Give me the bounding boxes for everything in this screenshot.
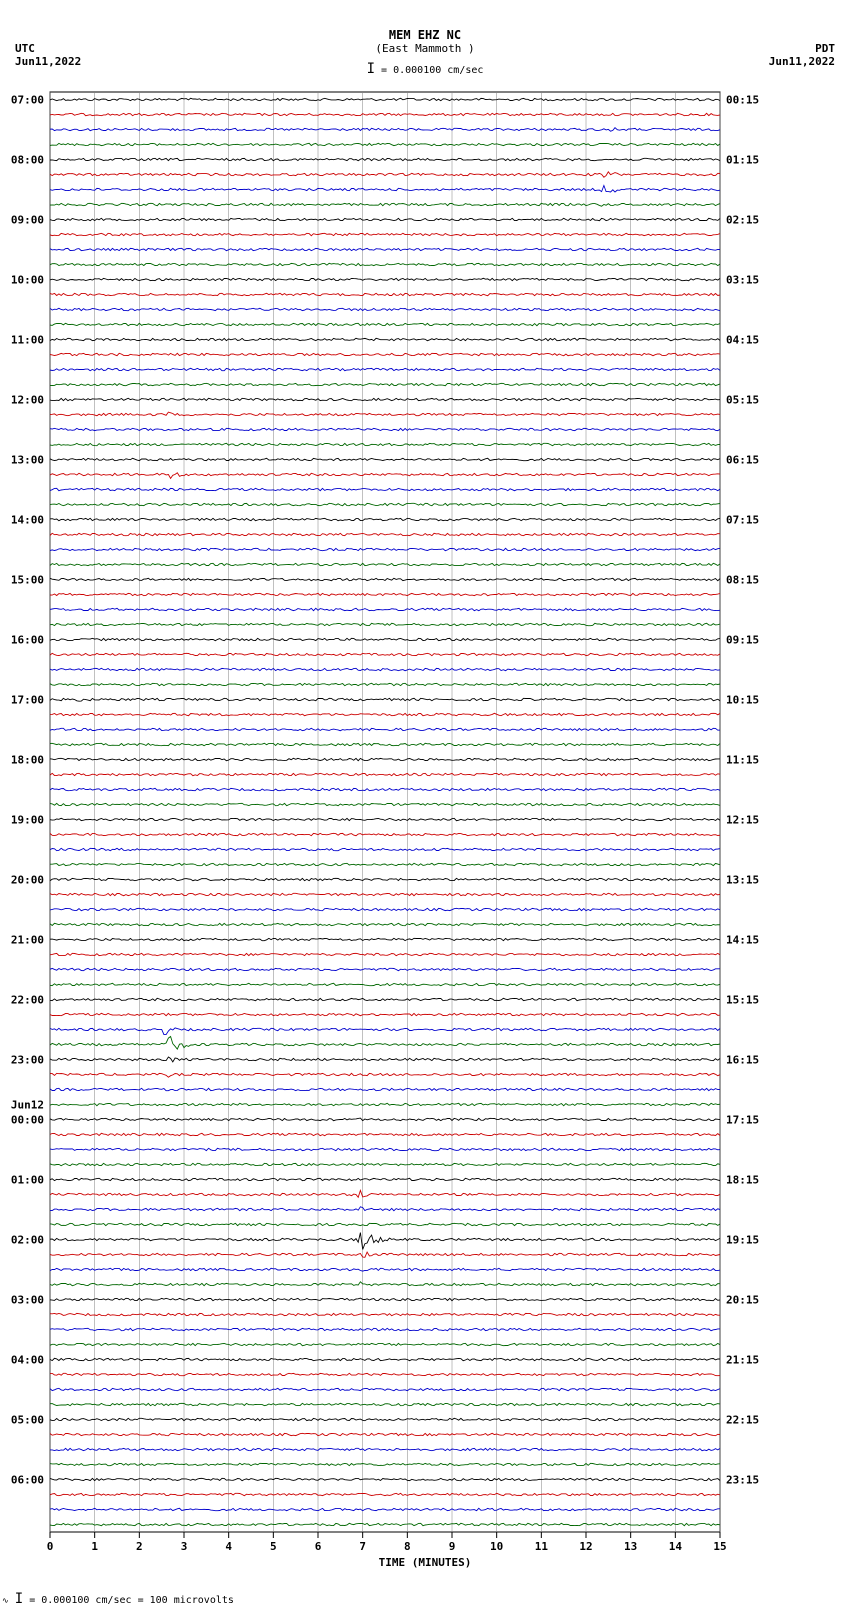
station-title: MEM EHZ NC [0,0,850,42]
svg-text:03:15: 03:15 [726,274,759,287]
left-tz: UTC [15,42,81,55]
svg-text:08:15: 08:15 [726,574,759,587]
svg-text:10: 10 [490,1540,503,1553]
svg-text:09:00: 09:00 [11,214,44,227]
svg-text:15:15: 15:15 [726,994,759,1007]
svg-text:07:00: 07:00 [11,94,44,107]
svg-text:4: 4 [225,1540,232,1553]
right-tz: PDT [769,42,835,55]
svg-text:04:15: 04:15 [726,334,759,347]
seismogram-container: MEM EHZ NC (East Mammoth ) I = 0.000100 … [0,0,850,1613]
svg-text:01:15: 01:15 [726,154,759,167]
svg-text:3: 3 [181,1540,188,1553]
svg-text:13:15: 13:15 [726,874,759,887]
svg-text:15:00: 15:00 [11,574,44,587]
svg-text:20:00: 20:00 [11,874,44,887]
svg-text:19:15: 19:15 [726,1234,759,1247]
svg-text:10:15: 10:15 [726,694,759,707]
svg-text:00:15: 00:15 [726,94,759,107]
svg-text:13: 13 [624,1540,637,1553]
svg-text:19:00: 19:00 [11,814,44,827]
svg-text:14: 14 [669,1540,683,1553]
svg-text:17:00: 17:00 [11,694,44,707]
svg-text:22:15: 22:15 [726,1414,759,1427]
svg-text:6: 6 [315,1540,322,1553]
svg-text:7: 7 [359,1540,366,1553]
svg-text:17:15: 17:15 [726,1114,759,1127]
svg-text:21:15: 21:15 [726,1354,759,1367]
right-timezone-block: PDT Jun11,2022 [769,42,835,68]
svg-text:23:15: 23:15 [726,1474,759,1487]
svg-text:12:15: 12:15 [726,814,759,827]
svg-text:02:15: 02:15 [726,214,759,227]
svg-text:15: 15 [713,1540,726,1553]
svg-text:12: 12 [579,1540,592,1553]
svg-text:9: 9 [449,1540,456,1553]
svg-text:01:00: 01:00 [11,1174,44,1187]
svg-text:12:00: 12:00 [11,394,44,407]
svg-text:05:00: 05:00 [11,1414,44,1427]
left-date: Jun11,2022 [15,55,81,68]
svg-text:21:00: 21:00 [11,934,44,947]
svg-text:Jun12: Jun12 [11,1099,44,1112]
svg-text:5: 5 [270,1540,277,1553]
svg-text:2: 2 [136,1540,143,1553]
svg-text:22:00: 22:00 [11,994,44,1007]
svg-text:16:00: 16:00 [11,634,44,647]
svg-text:18:00: 18:00 [11,754,44,767]
station-location: (East Mammoth ) [0,42,850,55]
svg-text:06:15: 06:15 [726,454,759,467]
svg-text:04:00: 04:00 [11,1354,44,1367]
svg-text:11:15: 11:15 [726,754,759,767]
plot-area: 012345678910111213141507:0008:0009:0010:… [50,88,720,1543]
svg-text:08:00: 08:00 [11,154,44,167]
svg-text:14:15: 14:15 [726,934,759,947]
svg-text:8: 8 [404,1540,411,1553]
svg-text:23:00: 23:00 [11,1054,44,1067]
x-axis-label: TIME (MINUTES) [0,1556,850,1569]
svg-text:00:00: 00:00 [11,1114,44,1127]
svg-text:11: 11 [535,1540,549,1553]
svg-text:10:00: 10:00 [11,274,44,287]
svg-text:09:15: 09:15 [726,634,759,647]
svg-text:1: 1 [91,1540,98,1553]
svg-text:13:00: 13:00 [11,454,44,467]
svg-text:18:15: 18:15 [726,1174,759,1187]
svg-text:05:15: 05:15 [726,394,759,407]
footer-scale: ∿ I = 0.000100 cm/sec = 100 microvolts [2,1591,234,1607]
svg-text:07:15: 07:15 [726,514,759,527]
svg-text:0: 0 [47,1540,54,1553]
svg-text:03:00: 03:00 [11,1294,44,1307]
left-timezone-block: UTC Jun11,2022 [15,42,81,68]
svg-text:20:15: 20:15 [726,1294,759,1307]
svg-text:14:00: 14:00 [11,514,44,527]
svg-text:16:15: 16:15 [726,1054,759,1067]
right-date: Jun11,2022 [769,55,835,68]
scale-indicator: I = 0.000100 cm/sec [0,55,850,77]
svg-text:06:00: 06:00 [11,1474,44,1487]
svg-text:02:00: 02:00 [11,1234,44,1247]
svg-text:11:00: 11:00 [11,334,44,347]
